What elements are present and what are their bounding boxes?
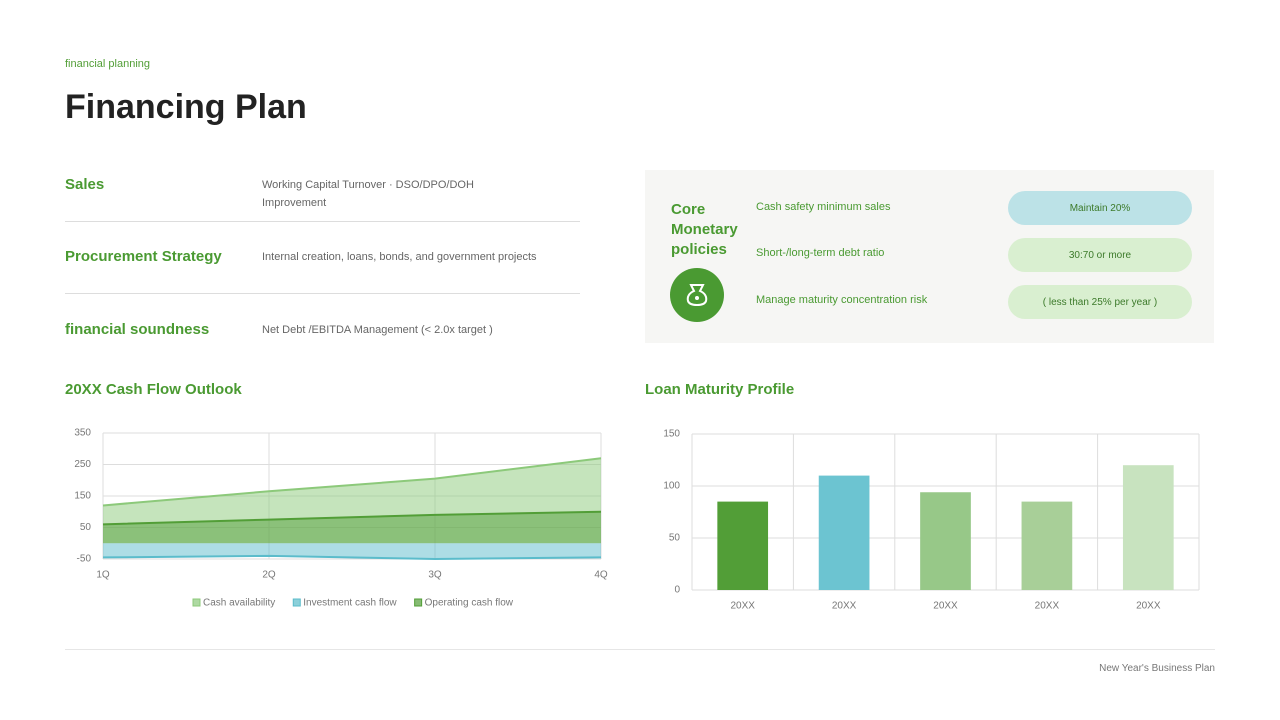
- row-value: Working Capital Turnover · DSO/DPO/DOH I…: [262, 179, 474, 209]
- x-tick-label: 20XX: [730, 601, 755, 612]
- policy-label: Short-/long-term debt ratio: [756, 247, 885, 259]
- y-tick-label: 50: [669, 533, 681, 544]
- y-tick-label: 100: [663, 481, 680, 492]
- x-tick-label: 1Q: [96, 570, 110, 581]
- x-tick-label: 20XX: [832, 601, 857, 612]
- legend-label: Operating cash flow: [425, 598, 514, 609]
- y-tick-label: 150: [74, 491, 91, 502]
- area-line: [102, 554, 602, 561]
- row-key: Sales: [65, 176, 105, 193]
- chart-title: Loan Maturity Profile: [645, 381, 795, 398]
- row-key: financial soundness: [65, 321, 210, 338]
- legend-swatch: [192, 598, 201, 607]
- legend-swatch: [292, 598, 301, 607]
- area-line: [102, 457, 602, 507]
- legend-label: Cash availability: [203, 598, 275, 609]
- x-tick-label: 4Q: [594, 570, 608, 581]
- area-chart: -50 50 150 250 350 1Q 2Q 3Q 4Q Cash availability I…: [74, 428, 608, 609]
- y-tick-label: 350: [74, 428, 91, 439]
- kicker: financial planning: [65, 58, 151, 70]
- policy-panel: Core Monetary policies Cash safety minim…: [645, 170, 1214, 343]
- icon-glyph: [686, 284, 708, 307]
- chart-title: 20XX Cash Flow Outlook: [65, 381, 242, 398]
- title: Financing Plan: [65, 88, 307, 126]
- row-value: Net Debt /EBITDA Management (< 2.0x targ…: [262, 324, 493, 336]
- row-value: Internal creation, loans, bonds, and gov…: [262, 251, 537, 263]
- area-fill: [103, 511, 601, 544]
- separator: [65, 293, 580, 294]
- x-tick-label: 20XX: [1035, 601, 1060, 612]
- policy-label: Cash safety minimum sales: [756, 201, 891, 213]
- y-tick-label: 150: [663, 429, 680, 440]
- policy-badge: 30:70 or more: [1008, 238, 1192, 272]
- footer-text: New Year's Business Plan: [1099, 663, 1215, 674]
- policy-badge: Maintain 20%: [1008, 191, 1192, 225]
- bar: [1021, 501, 1073, 590]
- icon: [670, 268, 724, 322]
- bar: [920, 492, 971, 590]
- separator: [65, 221, 580, 222]
- y-tick-label: 50: [80, 522, 92, 533]
- y-tick-label: -50: [77, 554, 92, 565]
- y-tick-label: 0: [674, 585, 680, 596]
- legend-label: Investment cash flow: [303, 598, 397, 609]
- area-fill: [103, 543, 601, 559]
- y-tick-label: 250: [74, 459, 91, 470]
- row-key: Procurement Strategy: [65, 248, 222, 265]
- bar-chart: 0 50 100 150 20XX 20XX 20XX 20XX 20XX: [663, 429, 1200, 612]
- bar: [717, 501, 769, 590]
- area-line: [102, 510, 602, 526]
- x-tick-label: 3Q: [428, 570, 442, 581]
- bar: [818, 475, 870, 590]
- bar: [1122, 465, 1174, 590]
- x-tick-label: 20XX: [1136, 601, 1161, 612]
- x-tick-label: 2Q: [262, 570, 276, 581]
- legend-swatch: [414, 598, 423, 607]
- x-tick-label: 20XX: [933, 601, 958, 612]
- policy-label: Manage maturity concentration risk: [756, 294, 928, 306]
- panel-title: Core Monetary policies: [671, 201, 738, 258]
- policy-badge: ( less than 25% per year ): [1008, 285, 1192, 319]
- footer-line: [65, 649, 1215, 650]
